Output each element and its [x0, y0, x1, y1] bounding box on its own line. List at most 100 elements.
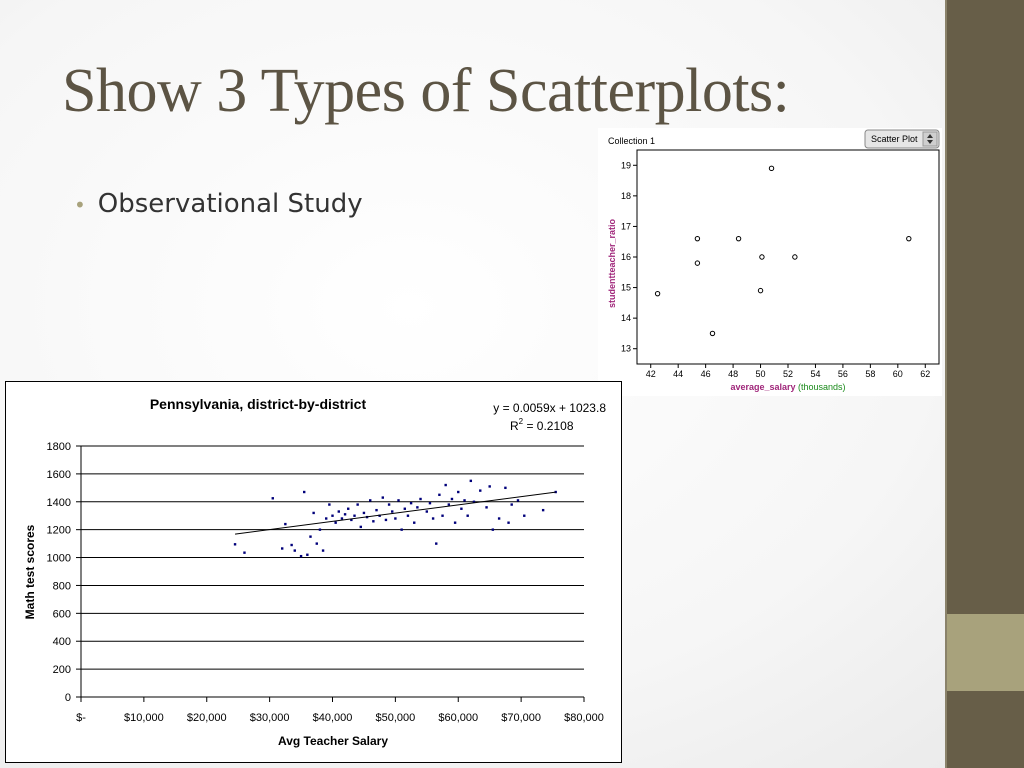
lower-data-point	[391, 510, 394, 513]
lower-data-point	[504, 486, 507, 490]
lower-x-tick-label: $40,000	[313, 712, 353, 724]
lower-x-axis-label: Avg Teacher Salary	[278, 734, 388, 748]
upper-data-point	[694, 260, 701, 266]
lower-data-point	[318, 528, 322, 531]
lower-x-tick-label: $20,000	[187, 712, 227, 724]
upper-y-tick-label: 14	[621, 313, 631, 323]
upper-x-tick-label: 56	[838, 369, 848, 379]
lower-chart-title: Pennsylvania, district-by-district	[150, 396, 367, 412]
lower-y-tick-label: 1200	[47, 525, 71, 537]
upper-x-tick-label: 44	[673, 369, 683, 379]
lower-data-point	[359, 525, 362, 529]
lower-y-tick-label: 0	[65, 692, 71, 704]
lower-data-point	[397, 499, 400, 502]
lower-data-point	[447, 503, 451, 506]
lower-data-point	[321, 549, 325, 552]
lower-data-point	[416, 506, 419, 509]
collection-label: Collection 1	[608, 136, 655, 146]
upper-x-tick-label: 42	[646, 369, 656, 379]
lower-data-point	[463, 499, 466, 502]
upper-plot-background	[598, 128, 942, 396]
lower-data-point	[281, 547, 284, 550]
lower-data-point	[233, 543, 237, 546]
lower-data-point	[428, 501, 432, 505]
lower-data-point	[523, 514, 526, 517]
upper-scatter-plot: Collection 1 Scatter Plot 42 44 46 48 50 52 54…	[598, 128, 942, 396]
lower-data-point	[403, 507, 407, 510]
lower-data-point	[406, 514, 410, 517]
upper-axes: 42 44 46 48 50 52 54 56 58 60 62 13 14 15 16 17 18 19	[621, 160, 930, 379]
lower-data-point	[353, 514, 356, 517]
upper-points	[654, 165, 912, 337]
lower-data-point	[438, 493, 441, 497]
lower-data-point	[299, 554, 303, 558]
lower-data-point	[343, 513, 347, 516]
plot-type-dropdown-box	[864, 129, 940, 149]
lower-data-point	[362, 511, 366, 515]
upper-x-tick-label: 46	[701, 369, 711, 379]
lower-data-point	[375, 508, 378, 512]
lower-data-point	[381, 496, 384, 499]
lower-data-point	[290, 543, 293, 547]
lower-data-point	[378, 514, 381, 517]
lower-y-tick-label: 400	[53, 636, 71, 648]
lower-data-point	[431, 517, 435, 520]
upper-y-tick-label: 15	[621, 283, 631, 293]
upper-x-tick-label: 54	[810, 369, 820, 379]
lower-data-point	[387, 503, 391, 506]
lower-y-tick-label: 200	[53, 664, 71, 676]
lower-data-point	[315, 542, 318, 545]
lower-data-point	[334, 521, 337, 524]
lower-y-tick-label: 1800	[47, 441, 71, 453]
lower-data-point	[419, 497, 422, 501]
lower-data-point	[425, 510, 429, 513]
lower-data-point	[347, 507, 350, 510]
lower-data-point	[394, 517, 397, 520]
lower-data-point	[372, 520, 375, 523]
upper-x-tick-label: 60	[893, 369, 903, 379]
upper-y-tick-label: 17	[621, 221, 631, 231]
lower-y-tick-label: 1600	[47, 469, 71, 481]
lower-x-tick-label: $-	[76, 712, 86, 724]
lower-data-point	[284, 522, 287, 526]
lower-data-point	[356, 503, 359, 506]
x-label-unit: (thousands)	[798, 382, 846, 392]
sidebar-accent-block	[947, 614, 1024, 691]
upper-data-point	[757, 287, 764, 294]
upper-y-axis-label: studentteacher_ratio	[607, 218, 617, 308]
upper-data-point	[709, 330, 716, 337]
lower-y-tick-label: 600	[53, 608, 71, 620]
dropdown-stepper	[922, 131, 938, 147]
upper-data-point	[759, 254, 765, 260]
upper-data-point	[654, 290, 661, 297]
r-squared-prefix: R	[510, 419, 519, 433]
lower-data-point	[293, 549, 296, 552]
lower-data-point	[466, 514, 469, 517]
upper-data-point	[792, 254, 798, 260]
lower-data-point	[328, 503, 331, 506]
x-label-main: average_salary	[730, 382, 795, 392]
lower-x-tick-label: $80,000	[564, 712, 604, 724]
lower-data-point	[457, 490, 460, 494]
lower-data-point	[472, 500, 476, 503]
upper-data-point	[906, 235, 912, 242]
lower-x-tick-label: $70,000	[501, 712, 541, 724]
lower-data-point	[309, 535, 312, 538]
lower-data-point	[340, 517, 344, 520]
lower-y-tick-label: 1400	[47, 497, 71, 509]
upper-x-tick-label: 50	[756, 369, 766, 379]
upper-data-point	[768, 165, 775, 172]
upper-y-tick-label: 19	[621, 160, 631, 170]
lower-y-tick-label: 800	[53, 580, 71, 592]
r-squared-exp: 2	[519, 417, 524, 426]
upper-y-tick-label: 18	[621, 191, 631, 201]
lower-data-point	[460, 507, 463, 510]
lower-data-point	[243, 551, 246, 554]
lower-x-tick-label: $50,000	[375, 712, 415, 724]
lower-data-point	[306, 553, 309, 556]
plot-type-dropdown[interactable]: Scatter Plot	[864, 129, 940, 149]
lower-y-tick-label: 1000	[47, 553, 71, 565]
lower-data-point	[331, 514, 334, 517]
bullet-dot-icon: •	[74, 192, 86, 217]
upper-y-tick-label: 13	[621, 344, 631, 354]
